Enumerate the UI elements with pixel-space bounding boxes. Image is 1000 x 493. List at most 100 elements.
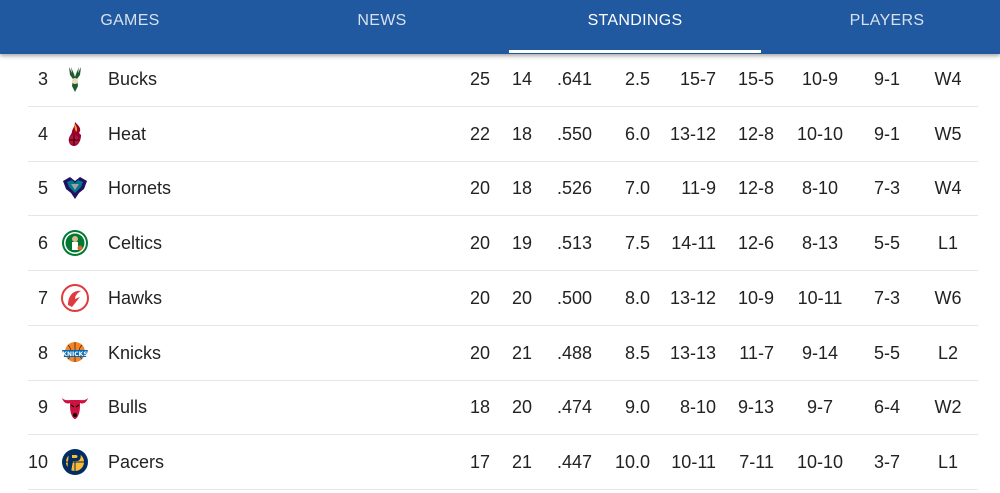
team-name: Knicks [108,342,162,363]
division-record-cell: 10-9 [801,69,839,89]
away-record-cell: 15-5 [737,69,774,89]
row-divider [28,324,978,326]
streak-cell: W5 [934,123,962,144]
games-behind-cell: 10.0 [614,451,650,472]
home-record-cell: 8-10 [679,397,716,418]
team-name: Hawks [108,287,163,308]
losses-cell: 21 [511,451,532,472]
table-row[interactable]: 9 Bulls 18 20 .474 9.0 8-10 9-13 9-7 6-4 W2 [0,380,1000,436]
home-record-cell: 13-12 [669,287,716,308]
losses-cell: 20 [511,287,532,308]
heat-logo-icon [60,119,90,149]
svg-text:KNICKS: KNICKS [62,351,87,358]
pacers-logo-icon [60,447,90,477]
games-behind-cell: 9.0 [624,397,650,418]
wins-cell: 20 [469,233,490,254]
games-behind-cell: 2.5 [624,69,650,89]
tab-news[interactable]: NEWS [357,12,407,29]
row-divider [28,270,978,272]
table-row[interactable]: 4 Heat 22 18 .550 6.0 13-12 12-8 10-10 9-1 W5 [0,107,1000,162]
rank-cell: 3 [37,69,48,89]
home-record-cell: 14-11 [671,233,716,254]
division-record-cell: 10-11 [797,287,843,308]
table-row[interactable]: 3 Bucks 25 14 .641 2.5 15-7 15-5 10-9 9-1 W4 [0,52,1000,107]
away-record-cell: 12-8 [737,178,774,199]
rank-cell: 9 [37,397,48,418]
team-name: Heat [108,123,147,144]
celtics-logo-icon [60,228,90,258]
away-record-cell: 10-9 [737,287,774,308]
table-row[interactable]: 6 Celtics 20 19 .513 7.5 14-11 12-6 8-13 5-5 L1 [0,216,1000,272]
games-behind-cell: 7.0 [624,178,650,199]
tab-standings[interactable]: STANDINGS [587,12,683,29]
last-ten-cell: 7-3 [873,178,900,199]
division-record-cell: 9-7 [806,397,833,418]
home-record-cell: 11-9 [681,178,716,199]
win-pct-cell: .474 [556,397,592,418]
last-ten-cell: 9-1 [873,123,900,144]
rank-cell: 10 [27,451,48,472]
wins-cell: 18 [469,397,490,418]
rank-cell: 6 [37,233,48,254]
streak-cell: L1 [937,451,959,472]
streak-cell: W6 [934,287,962,308]
top-nav-bar: GAMES NEWS STANDINGS PLAYERS [0,0,1000,54]
home-record-cell: 13-13 [669,342,716,363]
streak-cell: L1 [937,233,959,254]
losses-cell: 21 [511,342,532,363]
wins-cell: 20 [469,287,490,308]
division-record-cell: 9-14 [801,342,839,363]
last-ten-cell: 3-7 [873,451,900,472]
tab-games[interactable]: GAMES [100,12,160,29]
win-pct-cell: .550 [556,123,592,144]
away-record-cell: 12-8 [737,123,774,144]
row-divider [28,434,978,436]
streak-cell: W2 [934,397,962,418]
last-ten-cell: 5-5 [873,342,900,363]
row-divider [28,106,978,107]
win-pct-cell: .500 [556,287,592,308]
division-record-cell: 10-10 [796,451,844,472]
win-pct-cell: .447 [556,451,592,472]
losses-cell: 18 [511,178,532,199]
losses-cell: 14 [511,69,532,89]
row-divider [28,379,978,381]
table-row[interactable]: 7 Hawks 20 20 .500 8.0 13-12 10-9 10-11 7-3 W6 [0,271,1000,326]
losses-cell: 18 [511,123,532,144]
win-pct-cell: .488 [556,342,592,363]
team-name: Celtics [108,233,163,254]
wins-cell: 20 [469,342,490,363]
wins-cell: 20 [469,178,490,199]
wins-cell: 22 [469,123,490,144]
games-behind-cell: 7.5 [624,233,650,254]
rank-cell: 7 [37,287,48,308]
rank-cell: 8 [37,342,48,363]
row-divider [28,488,978,490]
table-row[interactable]: KNICKS 8 Knicks 20 21 .488 8.5 13-13 11-7 9-14 5-5… [0,326,1000,381]
division-record-cell: 8-13 [801,233,839,254]
table-row[interactable]: 10 Pacers 17 21 .447 10.0 10-11 7-11 10-10 3-7 L1 [0,435,1000,490]
losses-cell: 19 [511,233,532,254]
bucks-logo-icon [60,64,90,94]
rank-cell: 4 [37,123,48,144]
active-tab-indicator [509,50,761,53]
away-record-cell: 11-7 [739,342,774,363]
hornets-logo-icon [60,173,90,203]
bulls-logo-icon [60,392,90,422]
rank-cell: 5 [37,178,48,199]
away-record-cell: 9-13 [737,397,774,418]
games-behind-cell: 8.5 [624,342,650,363]
team-name: Bucks [108,69,158,89]
tab-players[interactable]: PLAYERS [849,12,925,29]
losses-cell: 20 [511,397,532,418]
streak-cell: W4 [934,178,962,199]
win-pct-cell: .526 [556,178,592,199]
table-row[interactable]: 5 Hornets 20 18 .526 7.0 11-9 12-8 8-10 7-3 W4 [0,161,1000,217]
home-record-cell: 13-12 [669,123,716,144]
team-name: Pacers [108,451,165,472]
streak-cell: W4 [934,69,962,89]
win-pct-cell: .641 [556,69,592,89]
hawks-logo-icon [60,283,90,313]
wins-cell: 17 [469,451,490,472]
away-record-cell: 12-6 [737,233,774,254]
